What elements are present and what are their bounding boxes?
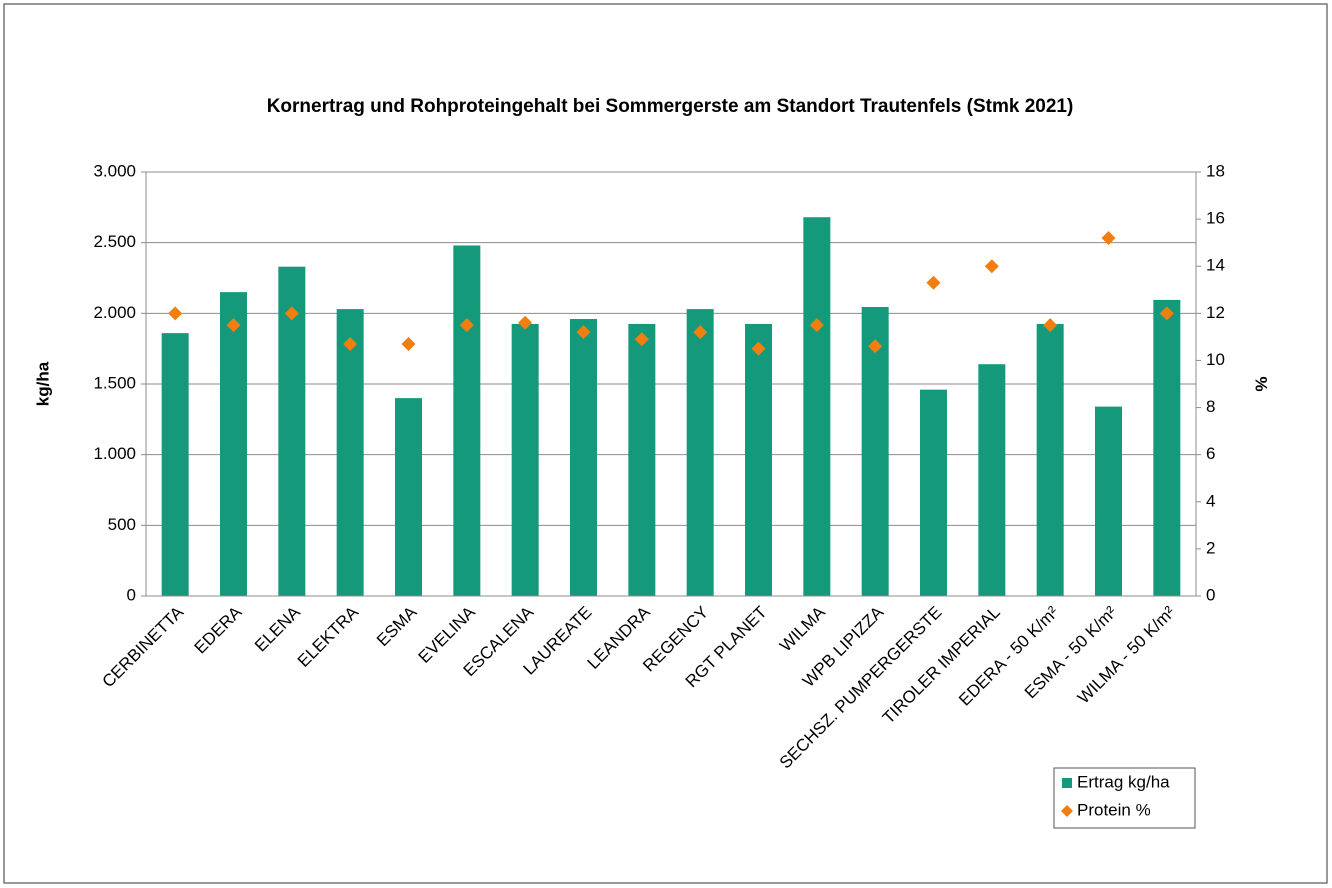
y-tick-label: 1.500 — [93, 373, 136, 392]
bar — [978, 364, 1006, 596]
x-tick-label: ELEKTRA — [294, 602, 363, 671]
x-tick-label: CERBINETTA — [98, 602, 187, 691]
bar — [803, 217, 831, 596]
y-tick-label: 1.000 — [93, 444, 136, 463]
y-axis-title: kg/ha — [33, 361, 52, 406]
protein-marker — [634, 332, 649, 347]
protein-marker — [809, 318, 824, 333]
y2-tick-label: 16 — [1206, 209, 1225, 228]
x-tick-label: WILMA - 50 K/m² — [1074, 602, 1179, 707]
protein-marker — [576, 325, 591, 340]
x-tick-label: WILMA — [776, 602, 829, 655]
protein-marker — [168, 306, 183, 321]
protein-marker — [984, 259, 999, 274]
y2-tick-label: 14 — [1206, 256, 1225, 275]
protein-marker — [518, 315, 533, 330]
legend-label: Ertrag kg/ha — [1077, 772, 1170, 791]
bar — [920, 389, 947, 596]
bar — [745, 323, 772, 596]
bar — [861, 306, 889, 596]
bar — [1095, 406, 1122, 596]
bar — [570, 318, 597, 596]
x-tick-label: EDERA - 50 K/m² — [955, 602, 1062, 709]
legend-label: Protein % — [1077, 800, 1151, 819]
x-tick-label: EDERA — [191, 602, 246, 657]
x-tick-label: ESMA — [373, 602, 421, 650]
protein-marker — [1043, 318, 1058, 333]
protein-marker — [693, 325, 708, 340]
protein-marker — [459, 318, 474, 333]
bar — [161, 333, 189, 596]
chart-title: Kornertrag und Rohproteingehalt bei Somm… — [267, 96, 1074, 117]
y2-tick-label: 12 — [1206, 303, 1225, 322]
y2-tick-label: 0 — [1206, 585, 1215, 604]
protein-marker — [1101, 230, 1116, 245]
y2-tick-label: 18 — [1206, 161, 1225, 180]
protein-marker — [926, 275, 941, 290]
bar — [336, 309, 364, 596]
bar — [1153, 299, 1181, 596]
bar — [628, 323, 656, 596]
y-tick-label: 2.500 — [93, 232, 136, 251]
protein-marker — [1159, 306, 1174, 321]
protein-marker — [343, 336, 358, 351]
y-tick-label: 500 — [108, 515, 136, 534]
y2-tick-label: 10 — [1206, 350, 1225, 369]
bar — [1036, 323, 1064, 596]
y-tick-label: 0 — [127, 585, 136, 604]
y2-axis-title: % — [1252, 376, 1271, 391]
protein-marker — [751, 341, 766, 356]
y-tick-label: 2.000 — [93, 303, 136, 322]
bar — [220, 292, 247, 596]
legend-swatch — [1062, 778, 1072, 788]
y2-tick-label: 2 — [1206, 538, 1215, 557]
bar — [453, 245, 481, 596]
y2-tick-label: 8 — [1206, 397, 1215, 416]
protein-marker — [401, 336, 416, 351]
bar — [395, 398, 422, 596]
y2-tick-label: 6 — [1206, 444, 1215, 463]
legend-box — [1053, 767, 1196, 829]
protein-marker — [226, 318, 241, 333]
protein-marker — [868, 339, 883, 354]
x-tick-label: ELENA — [251, 602, 304, 655]
bar — [278, 266, 306, 596]
protein-marker — [284, 306, 299, 321]
legend-swatch — [1061, 805, 1073, 817]
chart-border — [3, 3, 1328, 884]
bar — [686, 309, 714, 596]
y-tick-label: 3.000 — [93, 161, 136, 180]
y2-tick-label: 4 — [1206, 491, 1215, 510]
bar — [511, 323, 539, 596]
